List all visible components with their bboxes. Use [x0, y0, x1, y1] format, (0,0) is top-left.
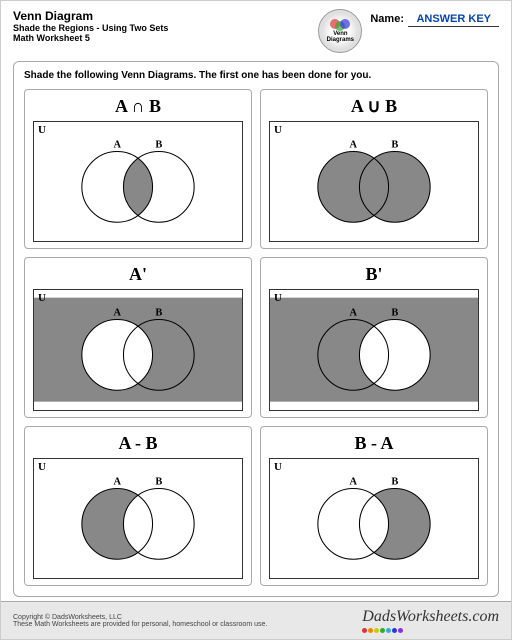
logo-text2: Diagrams [327, 37, 354, 43]
venn-diagram-a-minus-b: A B [34, 459, 242, 578]
logo-icon: Venn Diagrams [318, 9, 362, 53]
svg-text:B: B [155, 308, 162, 319]
instructions: Shade the following Venn Diagrams. The f… [24, 70, 488, 81]
cell-title: A ∪ B [269, 96, 479, 117]
venn-box: U A B [33, 121, 243, 242]
cell-title: B' [269, 264, 479, 285]
footer-brand-wrap: DadsWorksheets.com [362, 608, 499, 633]
subtitle1: Shade the Regions - Using Two Sets [13, 23, 310, 33]
dot-icon [362, 628, 367, 633]
venn-box: U A B [269, 289, 479, 410]
svg-text:A: A [113, 308, 121, 319]
copyright: Copyright © DadsWorksheets, LLC [13, 614, 362, 621]
venn-diagram-union: A B [270, 122, 478, 241]
svg-text:B: B [155, 139, 162, 150]
svg-text:B: B [155, 476, 162, 487]
svg-text:A: A [349, 476, 357, 487]
subtitle2: Math Worksheet 5 [13, 33, 310, 43]
footer-note: These Math Worksheets are provided for p… [13, 621, 362, 628]
name-label: Name: [370, 13, 404, 25]
svg-text:A: A [349, 139, 357, 150]
footer-brand: DadsWorksheets.com [362, 608, 499, 626]
venn-box: U A B [33, 289, 243, 410]
dot-icon [398, 628, 403, 633]
venn-diagram-b-complement: A B [270, 290, 478, 409]
venn-box: U A B [269, 458, 479, 579]
footer-dots [362, 628, 499, 633]
cell-title: A ∩ B [33, 96, 243, 117]
cell-title: B - A [269, 433, 479, 454]
cell-title: A' [33, 264, 243, 285]
svg-text:A: A [113, 476, 121, 487]
dot-icon [392, 628, 397, 633]
venn-cell: B' U A B [260, 257, 488, 417]
venn-grid: A ∩ B U A B A ∪ B U A B A' U [24, 89, 488, 586]
universal-label: U [38, 292, 46, 304]
venn-cell: A' U A B [24, 257, 252, 417]
title: Venn Diagram [13, 9, 310, 23]
universal-label: U [274, 292, 282, 304]
footer-left: Copyright © DadsWorksheets, LLC These Ma… [13, 614, 362, 628]
svg-text:B: B [391, 308, 398, 319]
content-box: Shade the following Venn Diagrams. The f… [13, 61, 499, 597]
venn-cell: B - A U A B [260, 426, 488, 586]
dot-icon [380, 628, 385, 633]
venn-diagram-a-complement: A B [34, 290, 242, 409]
universal-label: U [38, 124, 46, 136]
svg-text:A: A [349, 308, 357, 319]
cell-title: A - B [33, 433, 243, 454]
header: Venn Diagram Shade the Regions - Using T… [1, 1, 511, 57]
venn-cell: A ∪ B U A B [260, 89, 488, 249]
venn-cell: A - B U A B [24, 426, 252, 586]
venn-cell: A ∩ B U A B [24, 89, 252, 249]
worksheet-page: Venn Diagram Shade the Regions - Using T… [0, 0, 512, 640]
venn-box: U A B [269, 121, 479, 242]
header-right: Name: ANSWER KEY [370, 9, 499, 53]
venn-box: U A B [33, 458, 243, 579]
svg-text:B: B [391, 139, 398, 150]
dot-icon [368, 628, 373, 633]
footer: Copyright © DadsWorksheets, LLC These Ma… [1, 601, 511, 639]
svg-text:A: A [113, 139, 121, 150]
answer-key: ANSWER KEY [408, 13, 499, 27]
header-left: Venn Diagram Shade the Regions - Using T… [13, 9, 310, 53]
venn-diagram-b-minus-a: A B [270, 459, 478, 578]
svg-text:B: B [391, 476, 398, 487]
universal-label: U [274, 461, 282, 473]
venn-diagram-intersection: A B [34, 122, 242, 241]
universal-label: U [274, 124, 282, 136]
dot-icon [386, 628, 391, 633]
dot-icon [374, 628, 379, 633]
universal-label: U [38, 461, 46, 473]
